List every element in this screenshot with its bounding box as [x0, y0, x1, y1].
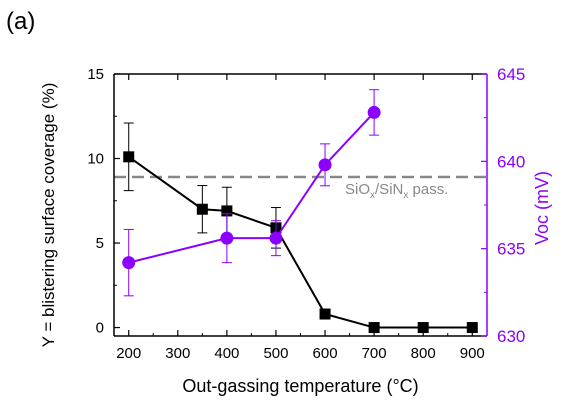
series-line-voc	[128, 111, 375, 264]
y-right-tick-label: 630	[497, 327, 525, 346]
x-tick-label: 700	[362, 345, 387, 362]
data-point-coverage	[368, 322, 380, 334]
x-tick-label: 300	[165, 345, 190, 362]
reference-line-label: SiOx/SiNx pass.	[345, 181, 448, 201]
x-tick-label: 200	[116, 345, 141, 362]
data-point-voc	[269, 231, 283, 245]
x-tick-label: 500	[263, 345, 288, 362]
x-tick-label: 600	[313, 345, 338, 362]
data-point-coverage	[319, 308, 331, 320]
y-right-tick-label: 645	[497, 65, 525, 84]
y-right-tick-label: 635	[497, 240, 525, 259]
data-point-voc	[318, 158, 332, 172]
data-point-coverage	[417, 322, 429, 334]
y-left-tick-label: 5	[96, 235, 104, 252]
data-point-coverage	[123, 151, 135, 163]
data-point-coverage	[221, 205, 233, 217]
y-right-axis-label: Voc (mV)	[532, 171, 552, 245]
y-left-tick-label: 10	[87, 151, 104, 168]
data-point-voc	[367, 105, 381, 119]
data-point-voc	[122, 256, 136, 270]
y-left-axis-label: Y = blistering surface coverage (%)	[39, 83, 58, 348]
x-tick-label: 400	[214, 345, 239, 362]
y-left-tick-label: 15	[87, 66, 104, 83]
y-left-tick-label: 0	[96, 320, 104, 337]
y-right-tick-label: 640	[497, 152, 525, 171]
data-point-coverage	[466, 322, 478, 334]
panel-label: (a)	[6, 8, 36, 35]
x-axis-label: Out-gassing temperature (°C)	[182, 376, 418, 396]
x-tick-label: 900	[460, 345, 485, 362]
data-point-coverage	[196, 203, 208, 215]
data-point-voc	[220, 231, 234, 245]
x-tick-label: 800	[411, 345, 436, 362]
